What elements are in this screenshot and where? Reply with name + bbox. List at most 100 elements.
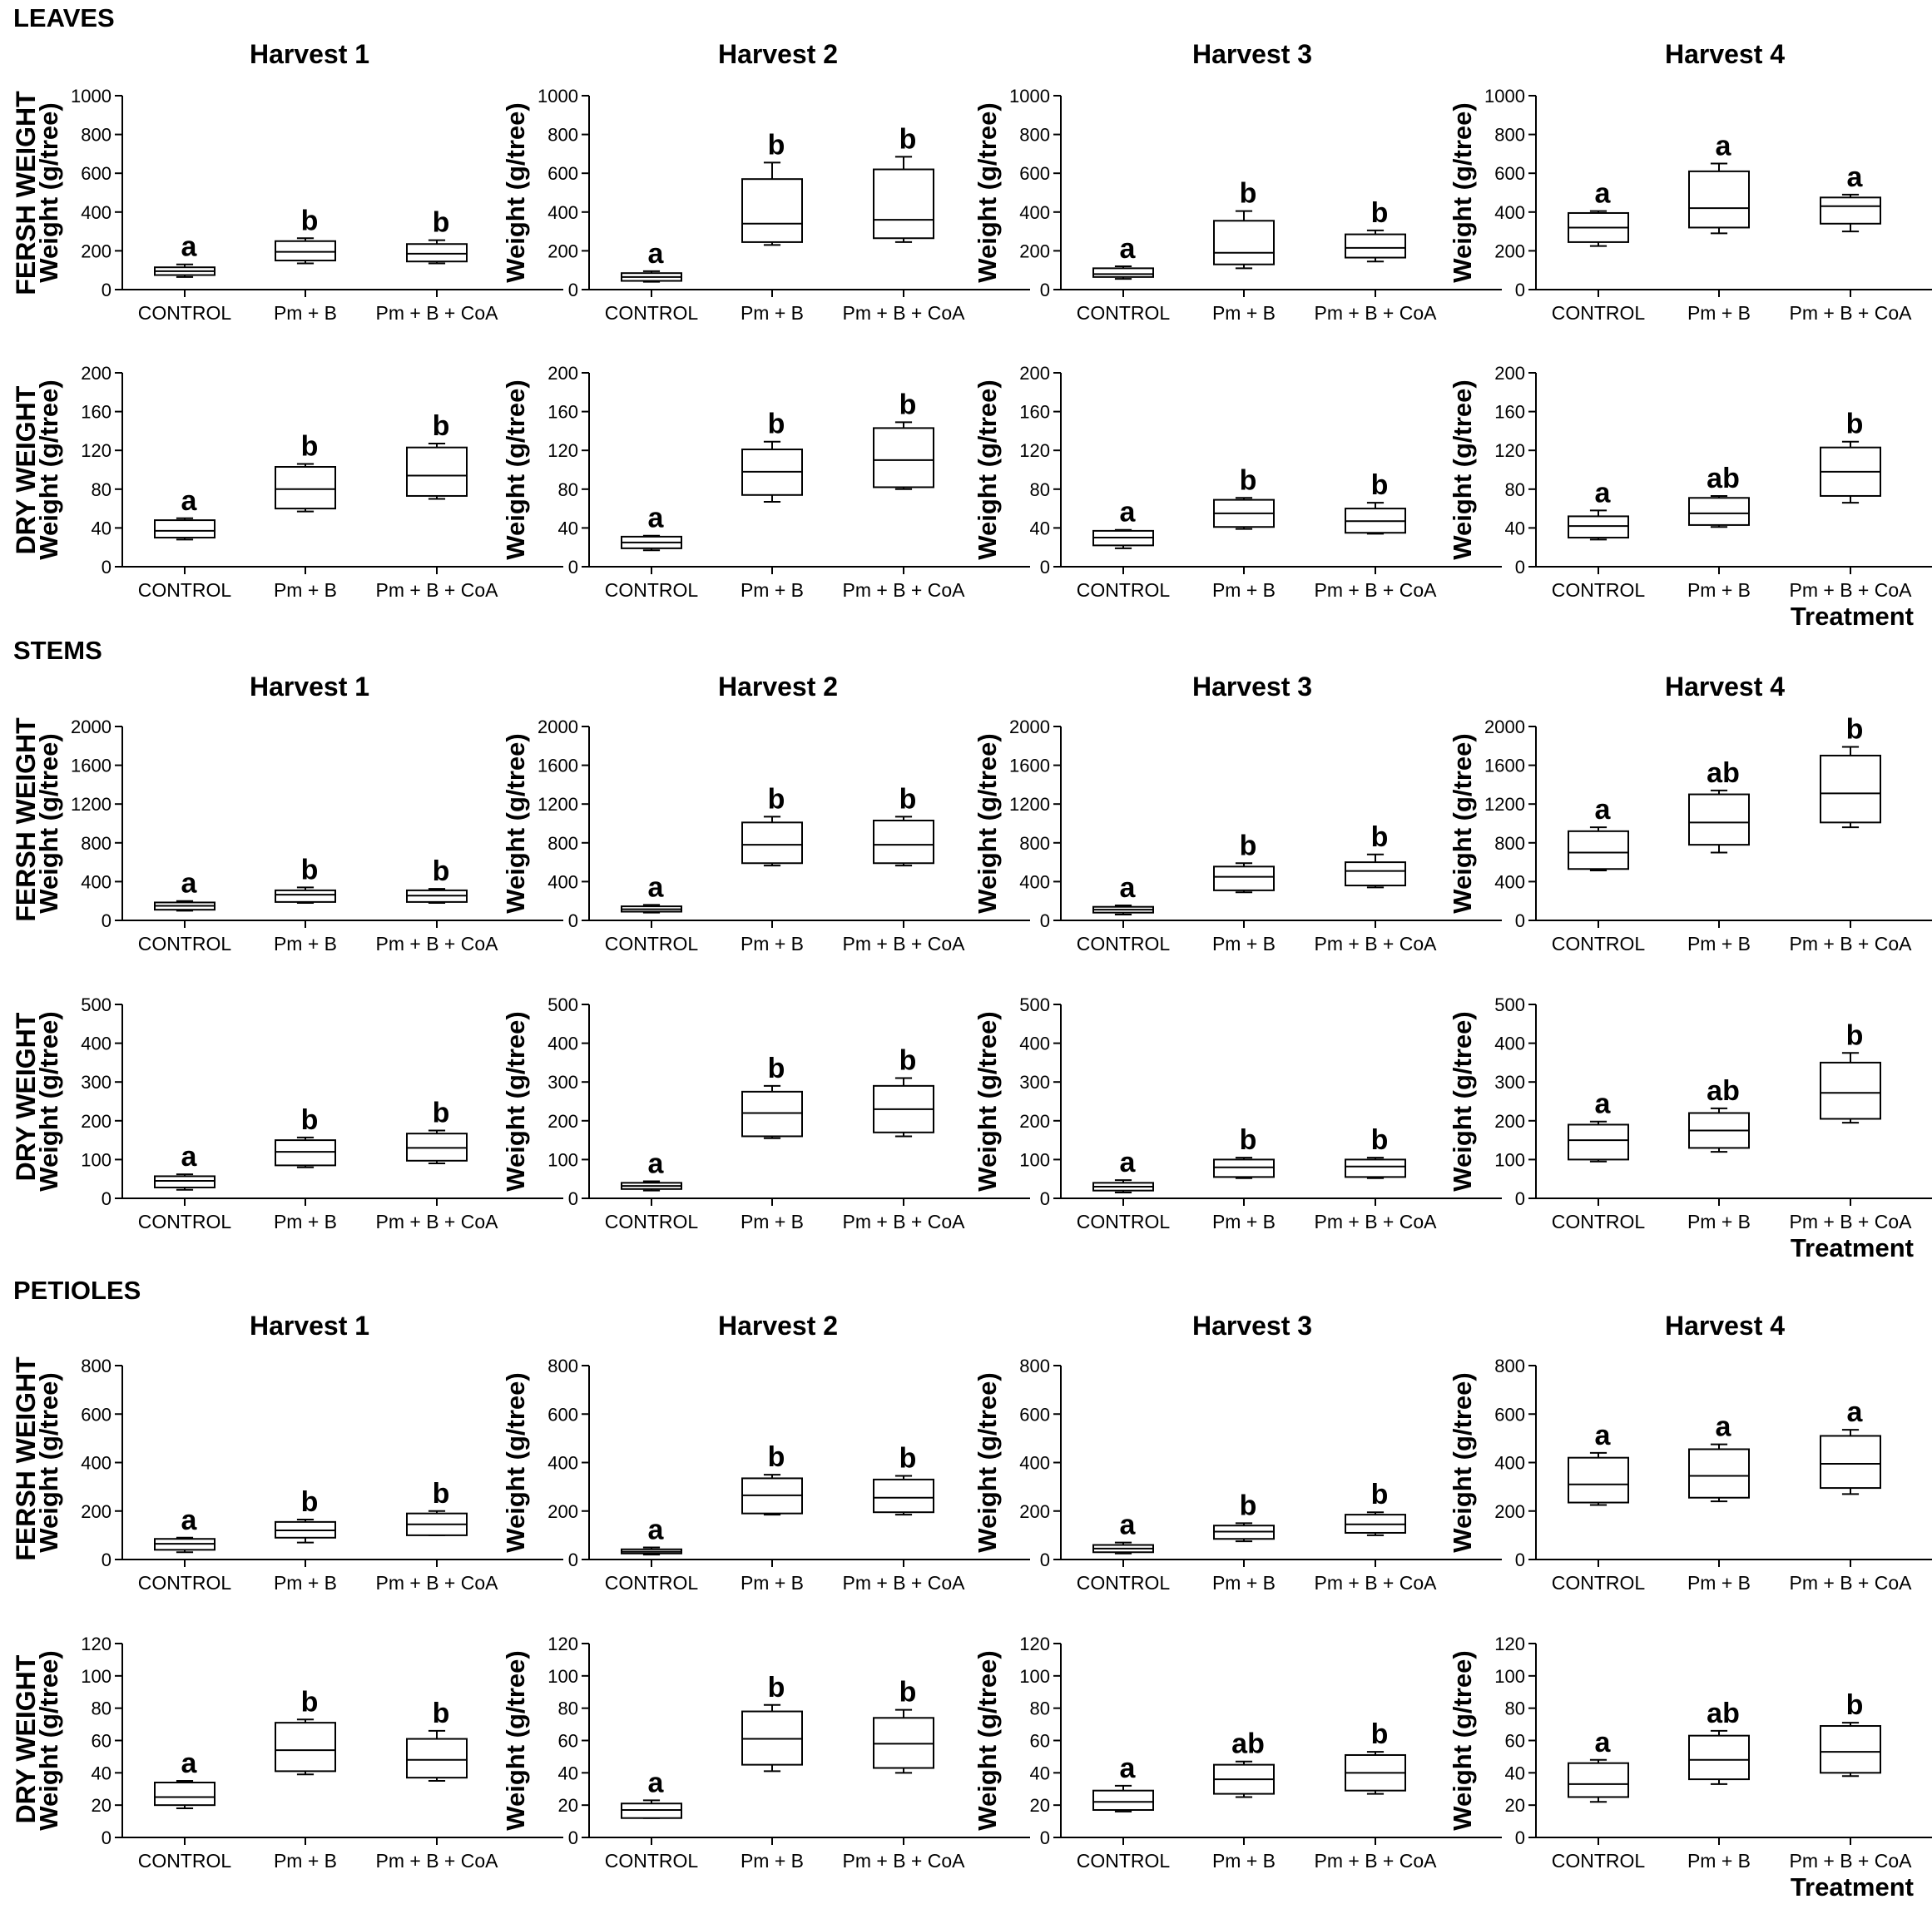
y-tick-label: 160 — [547, 402, 578, 423]
row-label-stems-fresh: FERSH WEIGHT — [11, 717, 41, 922]
y-axis-label: Weight (g/tree) — [34, 1650, 63, 1830]
y-axis-label: Weight (g/tree) — [501, 1011, 530, 1191]
y-tick-label: 800 — [1019, 125, 1050, 146]
y-tick-label: 1200 — [1009, 794, 1050, 815]
significance-letter: b — [1371, 197, 1389, 229]
y-tick-label: 20 — [1505, 1795, 1525, 1816]
panel-leaves-fresh-h3: 0 200 400 600 800 1000 Weight (g/tree) CONTROL a… — [973, 86, 1502, 324]
box-iqr — [741, 821, 803, 865]
y-tick-label: 1200 — [1484, 794, 1525, 815]
significance-letter: b — [899, 123, 917, 155]
y-tick-label: 0 — [568, 280, 578, 300]
x-tick-label: CONTROL — [605, 579, 699, 601]
significance-letter: ab — [1707, 757, 1740, 789]
y-tick-label: 600 — [547, 1404, 578, 1425]
y-tick-label: 0 — [1515, 557, 1525, 578]
y-tick-label: 200 — [1494, 1501, 1525, 1522]
x-tick-label: Pm + B — [274, 1572, 337, 1594]
significance-letter: b — [768, 129, 785, 161]
y-tick-label: 80 — [1505, 1698, 1525, 1719]
significance-letter: b — [1371, 1718, 1389, 1750]
x-tick-label: Pm + B — [1687, 933, 1751, 955]
y-tick-label: 100 — [1494, 1149, 1525, 1170]
y-axis-label: Weight (g/tree) — [973, 102, 1002, 282]
significance-letter: b — [433, 1097, 450, 1128]
x-tick-label: CONTROL — [1552, 579, 1646, 601]
significance-letter: b — [1240, 1490, 1257, 1521]
significance-letter: a — [1716, 1411, 1732, 1443]
significance-letter: a — [1595, 1420, 1612, 1451]
x-tick-label: Pm + B — [741, 1572, 804, 1594]
y-tick-label: 300 — [1494, 1072, 1525, 1093]
box-iqr — [275, 240, 336, 262]
y-tick-label: 800 — [1494, 125, 1525, 146]
y-tick-label: 200 — [1494, 240, 1525, 261]
y-tick-label: 120 — [547, 440, 578, 461]
box-iqr — [1213, 1158, 1275, 1178]
y-axis-label: Weight (g/tree) — [1448, 1372, 1477, 1552]
x-tick-label: Pm + B + CoA — [375, 579, 498, 601]
x-tick-label: CONTROL — [605, 933, 699, 955]
y-axis-label: Weight (g/tree) — [973, 379, 1002, 559]
significance-letter: a — [1847, 161, 1864, 193]
y-tick-label: 60 — [558, 1731, 578, 1752]
y-axis-label: Weight (g/tree) — [1448, 1011, 1477, 1191]
y-tick-label: 500 — [547, 994, 578, 1015]
y-tick-label: 500 — [1019, 994, 1050, 1015]
x-tick-label: Pm + B — [274, 933, 337, 955]
y-tick-label: 200 — [1019, 1111, 1050, 1132]
significance-letter: a — [1120, 1510, 1137, 1541]
significance-letter: a — [1595, 794, 1612, 826]
x-tick-label: Pm + B + CoA — [842, 1850, 965, 1872]
x-tick-label: Pm + B — [1212, 1211, 1276, 1232]
significance-letter: a — [648, 1767, 665, 1798]
x-tick-label: Pm + B — [741, 933, 804, 955]
y-tick-label: 400 — [1019, 1453, 1050, 1474]
harvest-title-leaves-4: Harvest 4 — [1665, 39, 1785, 69]
box-iqr — [741, 178, 803, 243]
box-iqr — [154, 1781, 215, 1807]
box-iqr — [1345, 233, 1406, 259]
panel-petioles-dry-h3: 0 20 40 60 80 100 120 Weight (g/tree) CONTROL a Pm… — [973, 1634, 1502, 1872]
x-tick-label: CONTROL — [138, 933, 232, 955]
y-tick-label: 120 — [547, 1634, 578, 1654]
treatment-axis-title-petioles: Treatment — [1791, 1872, 1914, 1902]
harvest-title-petioles-4: Harvest 4 — [1665, 1311, 1785, 1341]
y-tick-label: 500 — [81, 994, 111, 1015]
y-tick-label: 120 — [1494, 440, 1525, 461]
y-tick-label: 80 — [558, 1698, 578, 1719]
y-tick-label: 0 — [568, 1550, 578, 1570]
y-tick-label: 0 — [1040, 280, 1050, 300]
significance-letter: a — [1847, 1396, 1864, 1428]
y-tick-label: 0 — [1515, 280, 1525, 300]
panel-leaves-dry-h2: 0 40 80 120 160 200 Weight (g/tree) CONTROL a Pm … — [501, 363, 1030, 601]
y-tick-label: 800 — [547, 125, 578, 146]
y-tick-label: 400 — [1494, 202, 1525, 223]
y-tick-label: 200 — [81, 240, 111, 261]
significance-letter: a — [1595, 1727, 1612, 1758]
y-tick-label: 0 — [1515, 910, 1525, 931]
y-tick-label: 400 — [547, 871, 578, 892]
y-tick-label: 800 — [1019, 1356, 1050, 1376]
y-tick-label: 1600 — [537, 756, 578, 776]
significance-letter: a — [181, 231, 198, 263]
x-tick-label: Pm + B — [274, 1211, 337, 1232]
y-tick-label: 20 — [1030, 1795, 1050, 1816]
panel-stems-dry-h1: 0 100 200 300 400 500 Weight (g/tree) CONTROL a P… — [34, 994, 563, 1232]
y-tick-label: 0 — [1515, 1188, 1525, 1209]
x-tick-label: Pm + B — [741, 1850, 804, 1872]
y-tick-label: 500 — [1494, 994, 1525, 1015]
significance-letter: b — [899, 1443, 917, 1475]
significance-letter: b — [1846, 1019, 1864, 1051]
x-tick-label: Pm + B — [1687, 1211, 1751, 1232]
y-axis-label: Weight (g/tree) — [34, 1011, 63, 1191]
x-tick-label: CONTROL — [1077, 579, 1171, 601]
significance-letter: a — [1716, 131, 1732, 162]
harvest-title-leaves-2: Harvest 2 — [718, 39, 838, 69]
panel-stems-fresh-h3: 0 400 800 1200 1600 2000 Weight (g/tree) CONTRO… — [973, 717, 1502, 955]
box-iqr — [1820, 1435, 1881, 1490]
y-tick-label: 80 — [92, 1698, 111, 1719]
significance-letter: b — [433, 207, 450, 239]
y-tick-label: 600 — [1019, 1404, 1050, 1425]
y-tick-label: 160 — [1019, 402, 1050, 423]
